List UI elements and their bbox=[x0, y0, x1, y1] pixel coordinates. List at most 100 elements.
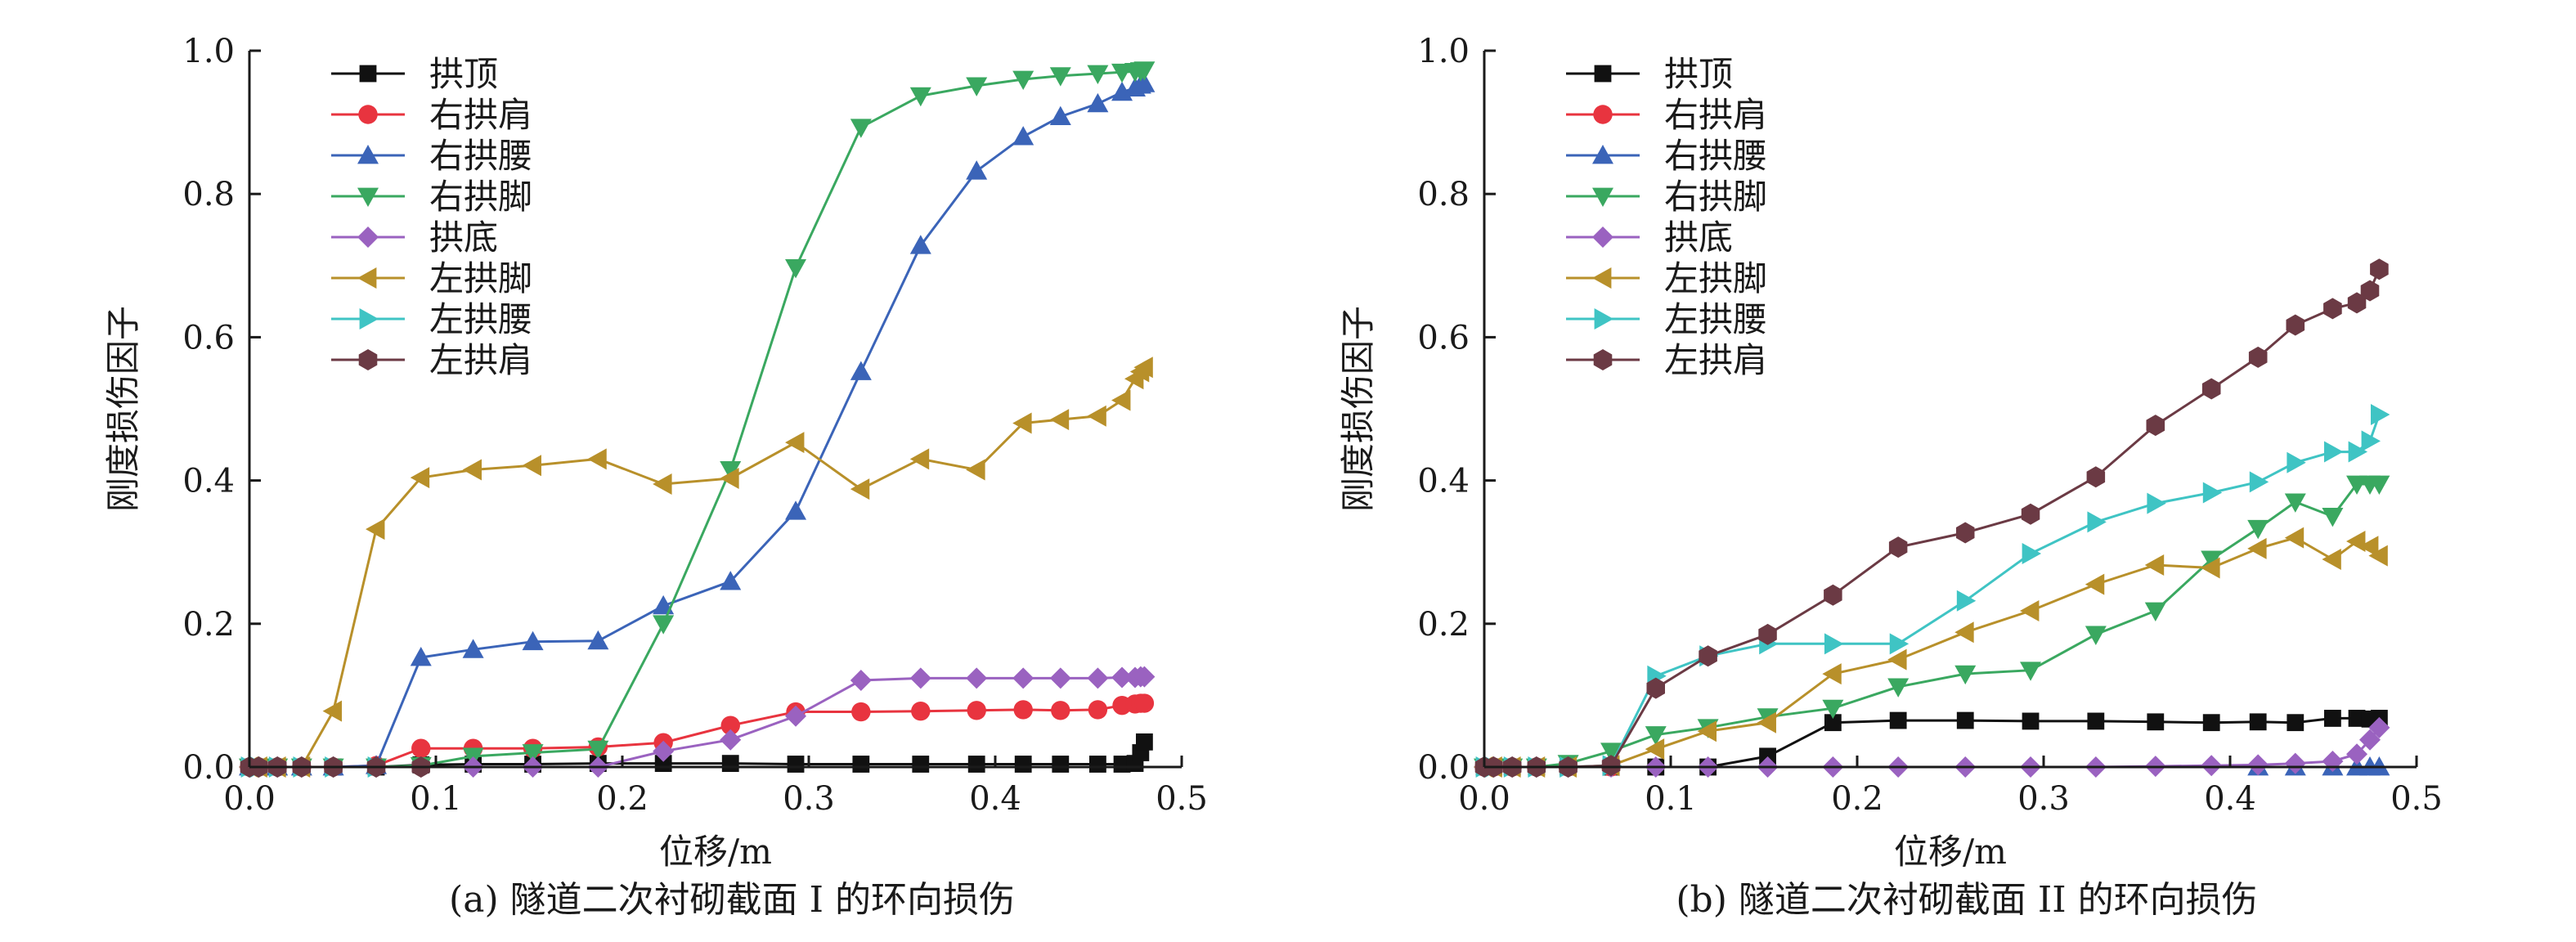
plot-area bbox=[1474, 258, 2390, 778]
x-tick-label: 0.0 bbox=[223, 780, 276, 818]
data-point bbox=[2368, 475, 2390, 495]
legend-label: 右拱腰 bbox=[429, 136, 532, 176]
data-point bbox=[2322, 548, 2341, 570]
data-point bbox=[2348, 710, 2366, 727]
series-line bbox=[1484, 536, 2381, 769]
data-point bbox=[1645, 738, 1665, 760]
data-point bbox=[2284, 493, 2306, 513]
data-point bbox=[1087, 667, 1109, 689]
data-point bbox=[2144, 554, 2165, 576]
data-point bbox=[2087, 511, 2107, 533]
legend-marker bbox=[359, 308, 379, 330]
x-tick-label: 0.2 bbox=[1831, 780, 1883, 818]
legend-label: 左拱肩 bbox=[429, 340, 532, 380]
data-point bbox=[587, 448, 607, 470]
y-tick-label: 0.0 bbox=[182, 749, 235, 787]
y-tick-label: 0.2 bbox=[1417, 606, 1470, 644]
data-point bbox=[1956, 590, 1977, 612]
legend-marker bbox=[1593, 105, 1613, 124]
data-point bbox=[410, 467, 430, 489]
data-point bbox=[587, 740, 609, 760]
data-point bbox=[1111, 666, 1133, 689]
series-triangle-down bbox=[1474, 475, 2390, 778]
data-point bbox=[1824, 584, 1842, 606]
y-tick-label: 0.6 bbox=[1417, 319, 1470, 357]
data-point bbox=[1087, 405, 1106, 427]
data-point bbox=[1824, 714, 1842, 732]
y-tick-label: 0.8 bbox=[1417, 176, 1470, 213]
data-point bbox=[1646, 677, 1665, 699]
data-point bbox=[1887, 648, 1907, 671]
y-tick-label: 0.4 bbox=[182, 463, 235, 500]
data-point bbox=[2146, 415, 2165, 437]
legend-label: 右拱肩 bbox=[429, 95, 532, 135]
plot-area bbox=[239, 61, 1156, 778]
y-tick-label: 0.4 bbox=[1417, 463, 1470, 500]
data-point bbox=[1014, 756, 1032, 773]
data-point bbox=[1013, 700, 1033, 720]
data-point bbox=[2287, 451, 2306, 473]
legend-marker bbox=[358, 105, 378, 124]
data-point bbox=[785, 259, 807, 279]
data-point bbox=[2086, 466, 2106, 488]
data-point bbox=[2085, 626, 2107, 645]
data-point bbox=[966, 160, 988, 180]
data-point bbox=[2324, 441, 2344, 463]
data-point bbox=[1824, 633, 1844, 655]
data-point bbox=[653, 473, 672, 495]
legend-marker bbox=[359, 65, 377, 83]
data-point bbox=[1133, 666, 1156, 688]
data-point bbox=[2323, 298, 2342, 320]
data-point bbox=[1758, 623, 1777, 645]
series-line bbox=[1484, 268, 2381, 769]
data-point bbox=[1012, 412, 1032, 434]
legend-marker bbox=[358, 349, 378, 370]
data-point bbox=[1049, 667, 1071, 689]
data-point bbox=[2368, 545, 2388, 567]
series-triangle-down bbox=[239, 61, 1156, 778]
y-tick-label: 0.0 bbox=[1417, 749, 1470, 787]
data-point bbox=[1954, 621, 1974, 644]
data-point bbox=[2346, 743, 2368, 765]
legend-label: 拱顶 bbox=[1664, 54, 1733, 94]
chart-panel-b: 0.0 0.2 0.4 0.6 0.8 1.0 0.0 0.1 0.2 0.3 0.4 0.5 拱顶右… bbox=[1338, 33, 2443, 921]
data-point bbox=[1822, 663, 1842, 685]
data-point bbox=[1049, 409, 1070, 431]
data-point bbox=[1089, 756, 1106, 773]
data-point bbox=[720, 729, 742, 751]
legend-item: 左拱肩 bbox=[331, 340, 532, 380]
data-point bbox=[1012, 126, 1034, 146]
data-point bbox=[967, 701, 986, 720]
data-point bbox=[966, 77, 988, 96]
legend-marker bbox=[357, 145, 379, 164]
data-point bbox=[410, 646, 432, 666]
legend-item: 右拱肩 bbox=[1566, 95, 1767, 135]
data-point bbox=[1956, 522, 1975, 544]
data-point bbox=[2247, 519, 2269, 540]
data-point bbox=[2348, 441, 2368, 463]
data-point bbox=[1133, 61, 1156, 81]
data-point bbox=[1956, 711, 1974, 729]
data-point bbox=[2144, 602, 2166, 622]
figure-caption: (a) 隧道二次衬砌截面 I 的环向损伤 bbox=[449, 879, 1015, 921]
data-point bbox=[2247, 754, 2269, 776]
data-point bbox=[1052, 756, 1070, 773]
data-point bbox=[2346, 531, 2366, 553]
x-tick-label: 0.0 bbox=[1458, 780, 1510, 818]
x-tick-label: 0.5 bbox=[2390, 780, 2443, 818]
data-point bbox=[411, 738, 431, 758]
data-point bbox=[909, 235, 931, 254]
data-point bbox=[850, 478, 870, 500]
data-point bbox=[1697, 720, 1717, 742]
data-point bbox=[1888, 536, 1908, 558]
data-point bbox=[1887, 678, 1910, 698]
data-point bbox=[1601, 755, 1621, 777]
data-point bbox=[911, 701, 931, 721]
series-line bbox=[249, 702, 1145, 769]
series-line bbox=[249, 82, 1145, 769]
data-point bbox=[2201, 755, 2223, 777]
y-axis-title: 刚度损伤因子 bbox=[103, 306, 143, 512]
legend-item: 右拱肩 bbox=[331, 95, 532, 135]
x-tick-label: 0.1 bbox=[410, 780, 462, 818]
